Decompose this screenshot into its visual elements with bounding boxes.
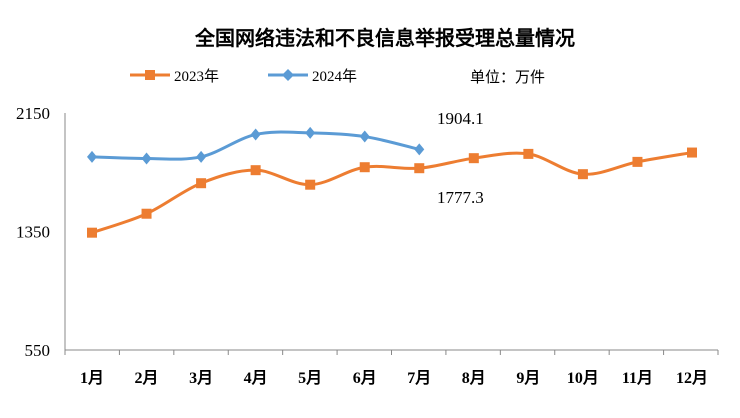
- x-tick-label: 5月: [298, 369, 322, 387]
- data-point-2023: [414, 163, 425, 174]
- data-point-2024: [87, 150, 97, 163]
- x-tick-label: 7月: [407, 369, 431, 387]
- x-tick-label: 11月: [622, 369, 653, 387]
- data-point-2024: [414, 143, 425, 156]
- x-tick-label: 9月: [516, 369, 540, 387]
- x-tick-label: 1月: [80, 369, 104, 387]
- chart-title: 全国网络违法和不良信息举报受理总量情况: [194, 26, 575, 50]
- data-point-2023: [577, 169, 588, 180]
- data-point-2023: [250, 165, 261, 176]
- x-tick-label: 8月: [462, 369, 486, 387]
- legend-label-2023: 2023年: [174, 68, 219, 85]
- data-point-2024: [250, 128, 261, 141]
- data-label-2024-jul: 1904.1: [437, 109, 484, 128]
- data-point-2024: [359, 130, 370, 143]
- data-point-2024: [305, 126, 316, 139]
- data-point-2024: [141, 152, 152, 165]
- x-tick-label: 2月: [135, 369, 159, 387]
- y-tick-label: 550: [25, 341, 51, 360]
- series-line-0: [91, 151, 693, 235]
- unit-label: 单位：万件: [470, 68, 545, 86]
- data-point-2023: [523, 148, 534, 159]
- data-point-2023: [305, 179, 316, 190]
- legend: 2023年 2024年 单位：万件: [130, 68, 545, 86]
- y-tick-label: 1350: [16, 223, 50, 242]
- legend-marker-2024: [282, 69, 294, 81]
- x-tick-label: 3月: [189, 369, 213, 387]
- legend-label-2024: 2024年: [312, 68, 357, 85]
- data-point-2023: [141, 208, 152, 219]
- x-tick-label: 12月: [676, 369, 708, 387]
- y-tick-label: 2150: [16, 104, 50, 123]
- legend-marker-2023: [145, 70, 155, 80]
- data-point-2023: [359, 162, 370, 173]
- data-point-2023: [468, 153, 479, 164]
- data-label-2023-jul: 1777.3: [437, 188, 484, 207]
- data-point-2023: [87, 227, 97, 238]
- x-tick-label: 10月: [567, 369, 599, 387]
- data-point-2023: [687, 147, 697, 158]
- x-tick-label: 6月: [353, 369, 377, 387]
- x-tick-label: 4月: [244, 369, 268, 387]
- data-point-2024: [196, 150, 207, 163]
- data-point-2023: [632, 156, 643, 167]
- data-point-2023: [196, 178, 207, 189]
